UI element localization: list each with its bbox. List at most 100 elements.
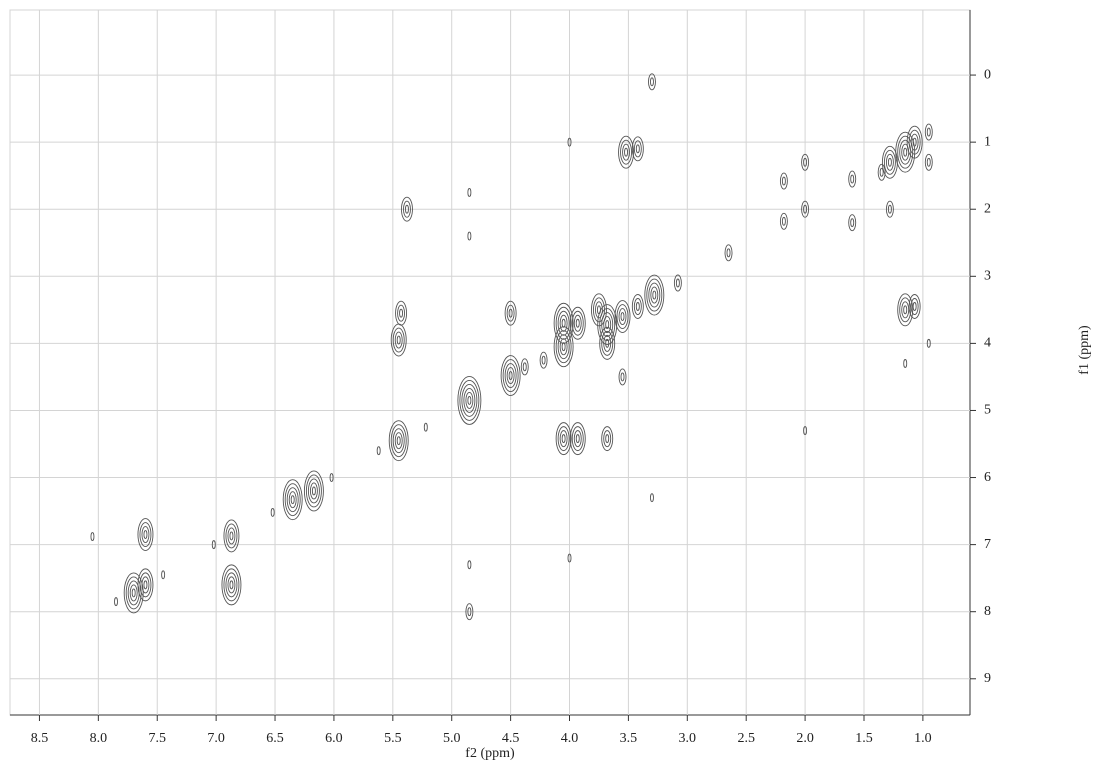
contour-level: [567, 137, 572, 147]
contour-level: [143, 530, 148, 540]
contour-level: [225, 523, 238, 549]
cross-peak: [161, 570, 166, 580]
cross-peak: [137, 568, 154, 602]
contour-level: [926, 127, 931, 137]
cross-peak: [390, 323, 407, 357]
cross-peak: [500, 355, 521, 397]
contour-level: [459, 379, 480, 421]
contour-level: [781, 176, 786, 186]
contour-level: [396, 436, 401, 446]
contour-level: [461, 383, 478, 417]
contour-level: [467, 560, 472, 570]
cross-peak: [779, 172, 788, 190]
cross-peak: [401, 196, 413, 222]
contour-level: [885, 200, 894, 218]
contour-level: [906, 125, 923, 159]
contour-level: [227, 576, 236, 594]
cross-peak: [924, 153, 933, 171]
cross-peak: [221, 564, 242, 606]
contour-level: [557, 426, 570, 452]
contour-level: [227, 527, 236, 545]
contour-level: [114, 597, 118, 607]
contour-level: [603, 316, 612, 334]
cross-peak: [423, 422, 428, 432]
cross-peak: [906, 125, 923, 159]
contour-level: [635, 302, 640, 311]
contour-level: [801, 153, 810, 171]
contour-level: [648, 282, 661, 308]
contour-level: [597, 304, 618, 346]
contour-level: [897, 135, 914, 169]
cross-peak: [848, 214, 857, 232]
contour-level: [903, 147, 908, 157]
contour-level: [161, 570, 166, 580]
contour-level: [288, 491, 297, 509]
contour-level: [500, 355, 521, 397]
cross-peak: [908, 294, 921, 319]
x-tick-label: 6.5: [266, 731, 284, 746]
x-tick-label: 3.5: [620, 731, 638, 746]
contour-level: [724, 244, 733, 262]
contour-level: [137, 568, 154, 602]
contour-level: [650, 286, 659, 304]
contour-level: [912, 302, 917, 311]
contour-level: [908, 129, 921, 155]
cross-peak: [644, 274, 665, 316]
contour-level: [405, 204, 409, 214]
cross-peak: [597, 304, 618, 346]
contour-level: [229, 580, 234, 590]
contour-level: [910, 298, 919, 315]
contour-level: [595, 301, 603, 319]
contour-level: [910, 133, 919, 151]
y-tick-label: 1: [984, 134, 991, 149]
contour-level: [309, 482, 318, 500]
contour-level: [926, 338, 931, 348]
contour-level: [631, 136, 644, 162]
contour-level: [508, 308, 513, 318]
cross-peak: [648, 73, 656, 91]
contour-level: [305, 474, 322, 508]
cross-peak: [614, 300, 631, 334]
contour-level: [633, 298, 642, 315]
contour-level: [394, 432, 403, 450]
x-tick-label: 4.0: [561, 731, 579, 746]
contour-level: [520, 358, 529, 376]
contour-level: [307, 478, 320, 504]
contour-level: [673, 274, 682, 292]
cross-peak: [457, 375, 482, 425]
contour-level: [555, 306, 572, 340]
contour-level: [129, 584, 138, 602]
contour-level: [603, 334, 612, 352]
contour-level: [903, 359, 908, 368]
contour-level: [506, 367, 515, 385]
contour-level: [618, 135, 634, 169]
contour-level: [467, 395, 472, 405]
contour-level: [803, 157, 808, 167]
cross-peak: [779, 212, 788, 230]
contour-level: [650, 493, 654, 503]
cross-peak: [567, 137, 572, 147]
contour-level: [541, 355, 546, 365]
contour-level: [559, 430, 568, 448]
cross-peak: [467, 188, 472, 197]
y-tick-label: 4: [984, 336, 991, 351]
contour-level: [848, 170, 857, 188]
y-tick-label: 3: [984, 269, 991, 284]
cross-peak: [376, 446, 381, 456]
contour-level: [131, 588, 136, 598]
cross-peak: [881, 145, 898, 179]
cross-peak: [801, 200, 810, 218]
contour-level: [908, 294, 921, 319]
contour-level: [899, 139, 912, 165]
contour-level: [311, 486, 316, 496]
contour-level: [571, 310, 584, 336]
contour-level: [539, 351, 548, 369]
contour-level: [575, 318, 580, 328]
contour-level: [139, 572, 152, 598]
contour-level: [303, 470, 324, 512]
cross-peak: [897, 293, 914, 327]
contour-level: [555, 330, 572, 364]
contour-level: [601, 312, 614, 338]
contour-level: [506, 304, 515, 322]
x-tick-label: 2.0: [796, 731, 814, 746]
